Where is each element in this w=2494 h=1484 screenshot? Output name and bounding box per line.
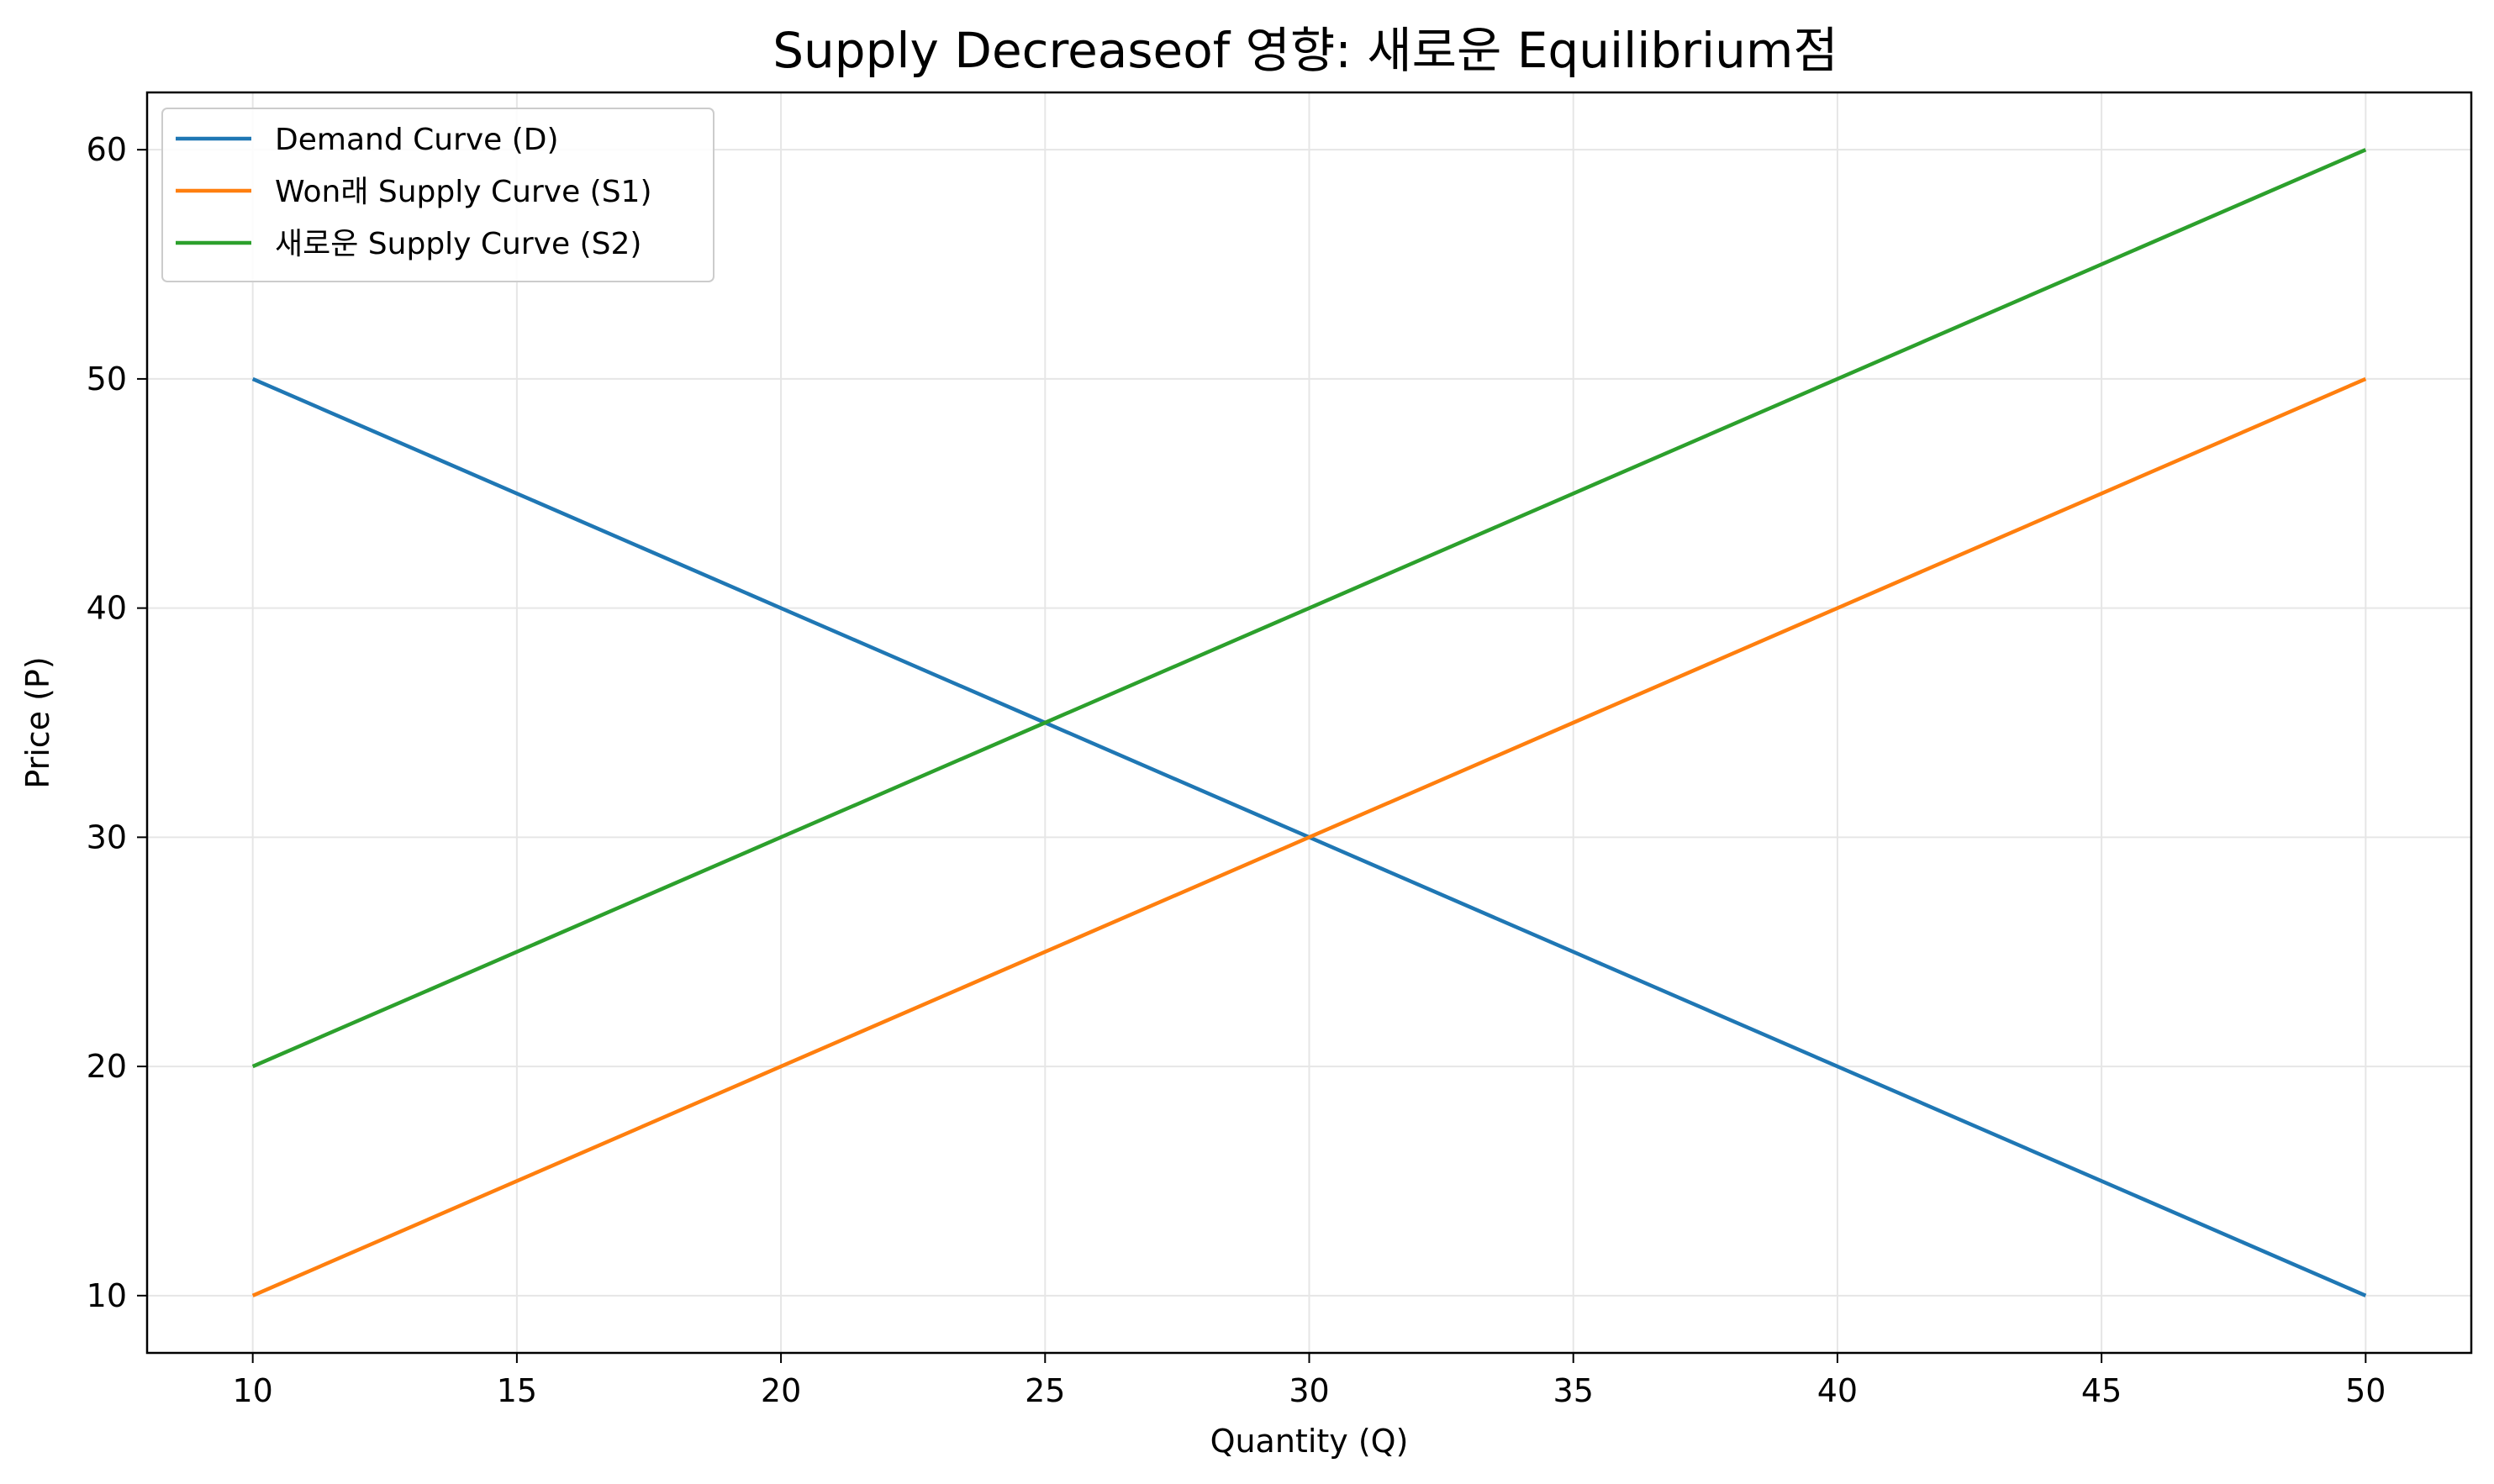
x-tick-label: 40 (1817, 1372, 1858, 1409)
y-tick-label: 30 (87, 818, 127, 855)
x-tick-label: 50 (2345, 1372, 2386, 1409)
series-line-3 (251, 148, 2367, 1069)
legend-label: 새로운 Supply Curve (S2) (275, 227, 641, 261)
grid-layer (147, 92, 2471, 1353)
legend: Demand Curve (D) Won래 Supply Curve (S1) 새로… (161, 108, 714, 282)
x-tick-label: 45 (2081, 1372, 2122, 1409)
x-tick-label: 10 (233, 1372, 273, 1409)
series-line-2 (251, 376, 2367, 1297)
y-tick-label: 40 (87, 590, 127, 627)
x-tick-label: 35 (1553, 1372, 1594, 1409)
x-tick-label: 30 (1289, 1372, 1329, 1409)
legend-label: Won래 Supply Curve (S1) (275, 175, 652, 209)
x-tick-label: 20 (761, 1372, 801, 1409)
y-tick-label: 50 (87, 360, 127, 397)
y-tick-label: 10 (87, 1277, 127, 1314)
legend-box (161, 108, 714, 282)
y-tick-label: 60 (87, 131, 127, 168)
x-tick-label: 15 (497, 1372, 537, 1409)
x-axis-label: Quantity (Q) (1210, 1423, 1409, 1460)
y-tick-label: 20 (87, 1048, 127, 1085)
y-axis-label: Price (P) (19, 656, 56, 788)
series-layer (251, 148, 2367, 1297)
tick-layer: 10 15 20 25 30 35 40 45 50 10 20 30 40 50 60 (87, 131, 2386, 1409)
chart-title: Supply Decreaseof 영향: 새로운 Equilibrium점 (772, 22, 1838, 79)
x-tick-label: 25 (1025, 1372, 1065, 1409)
legend-label: Demand Curve (D) (275, 123, 559, 157)
